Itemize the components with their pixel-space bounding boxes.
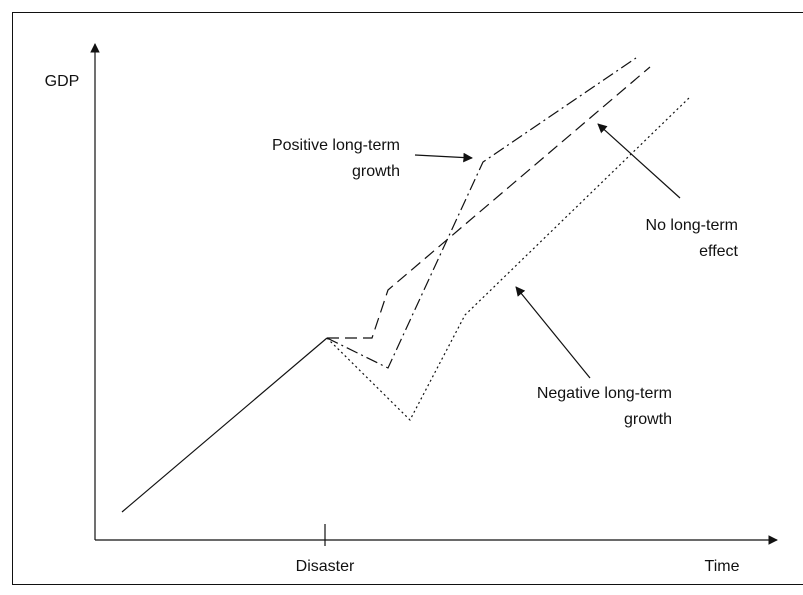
disaster-label: Disaster	[296, 558, 355, 575]
pointer-arrow	[515, 286, 591, 379]
annotation: No long-term	[646, 217, 738, 234]
frame	[12, 12, 803, 585]
negative-growth-line	[326, 96, 691, 421]
pointer-arrow	[414, 152, 473, 163]
annotation: growth	[352, 163, 400, 180]
positive-growth-line	[326, 57, 637, 369]
no-effect-line	[327, 66, 651, 339]
annotation: Negative long-term	[537, 385, 672, 402]
annotation: Positive long-term	[272, 137, 400, 154]
annotation: growth	[624, 411, 672, 428]
pointer-arrow	[597, 123, 681, 199]
annotation: effect	[699, 243, 738, 260]
pre-disaster-line	[121, 337, 328, 513]
x-axis-label: Time	[705, 558, 740, 575]
y-axis-label: GDP	[45, 73, 80, 90]
